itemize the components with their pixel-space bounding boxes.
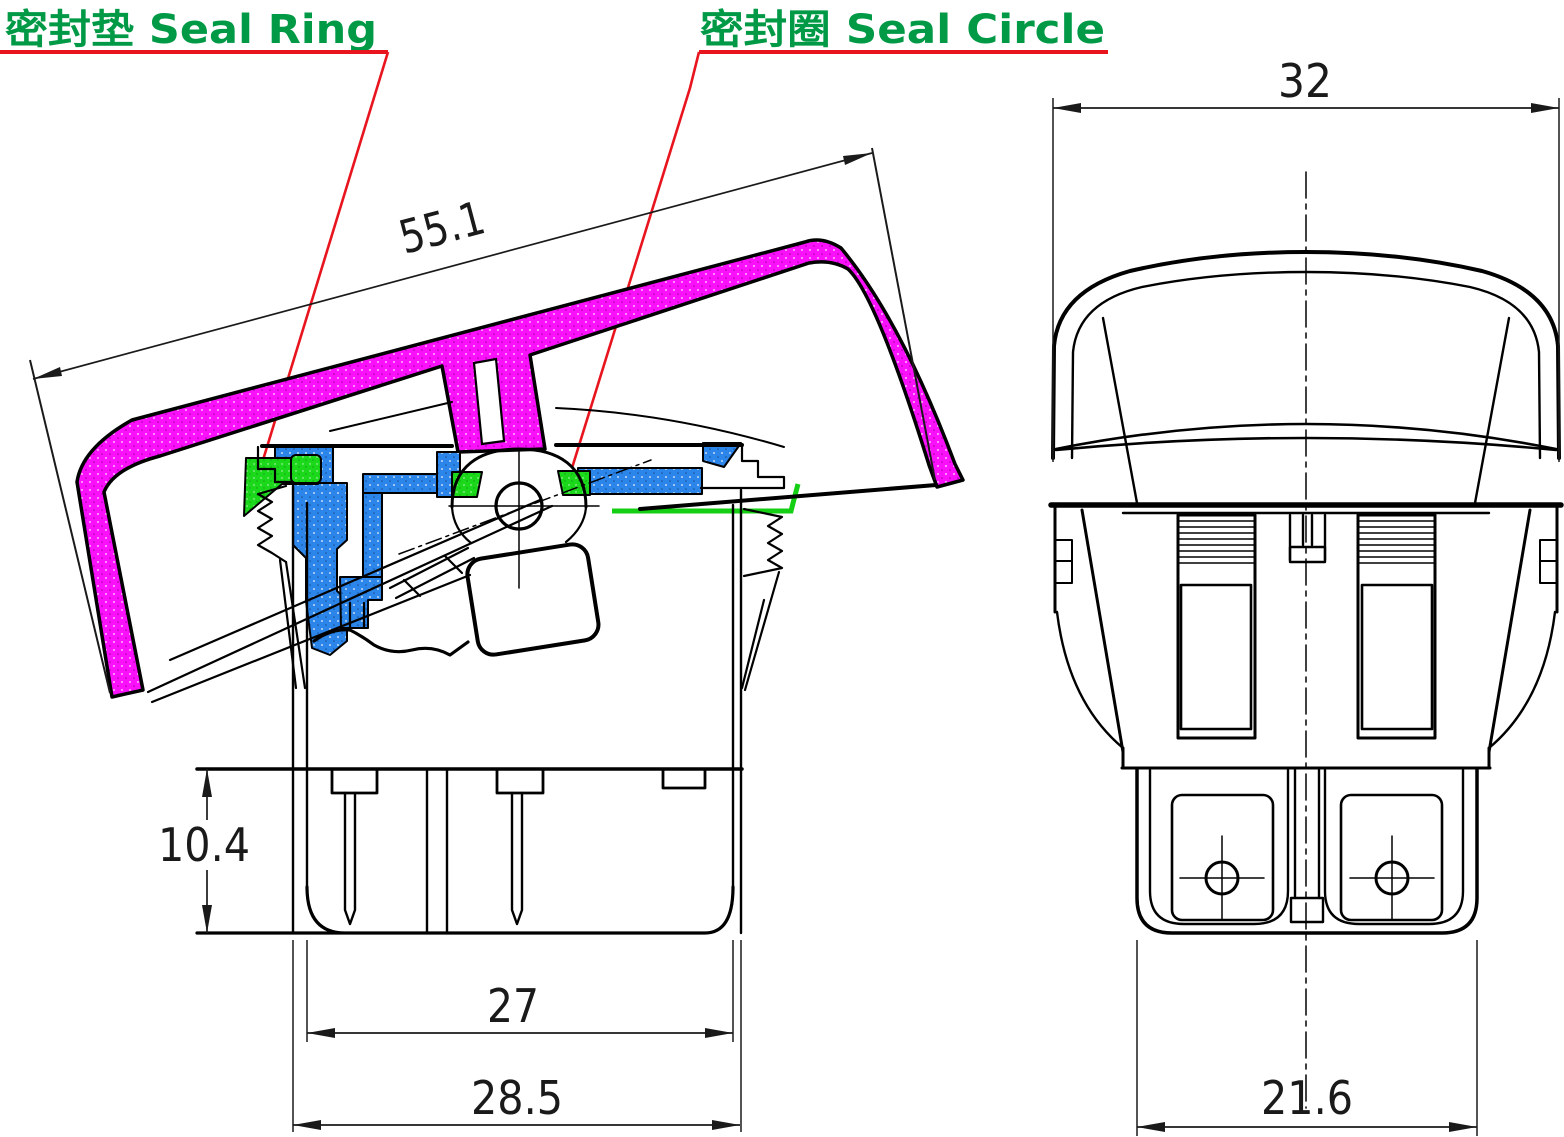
arrowhead bbox=[33, 367, 62, 379]
housing-sections bbox=[274, 442, 742, 656]
wing-tab-left-2 bbox=[1054, 560, 1073, 584]
section-view bbox=[75, 238, 965, 935]
terminal-divider-box bbox=[1289, 896, 1325, 924]
seal-ring-block bbox=[290, 454, 322, 484]
right-clip-teeth bbox=[742, 507, 784, 578]
section-structure bbox=[146, 401, 938, 935]
dimension-value: 28.5 bbox=[471, 1071, 563, 1125]
extension-lines bbox=[292, 940, 742, 1132]
slot-outline bbox=[1356, 513, 1437, 740]
dimension-value: 27 bbox=[487, 979, 539, 1033]
cap-bottom-edge bbox=[638, 483, 938, 511]
dimension-27: 27 bbox=[306, 940, 734, 1042]
terminal-shoulder-2 bbox=[495, 767, 545, 795]
seal-circle-label: 密封圈 Seal Circle bbox=[700, 7, 1105, 53]
dimension-line bbox=[32, 152, 873, 380]
text-mask bbox=[379, 189, 505, 268]
arrowhead bbox=[1137, 1122, 1165, 1132]
ratchet-slot-right bbox=[1356, 513, 1437, 740]
cap-inner-rim bbox=[329, 401, 785, 448]
pivot-crosshair bbox=[448, 451, 600, 589]
extension-line bbox=[871, 147, 936, 481]
extension-lines bbox=[306, 940, 734, 1042]
arrowhead bbox=[202, 905, 212, 933]
terminal-housing bbox=[1135, 768, 1479, 935]
cap-stem-slot bbox=[472, 357, 506, 446]
terminal-cavity-left bbox=[1148, 768, 1290, 926]
cap-face-edges bbox=[1101, 316, 1511, 505]
arrowhead bbox=[1449, 1122, 1477, 1132]
body-walls bbox=[291, 484, 743, 935]
arrowhead bbox=[293, 1120, 321, 1130]
dimension-value: 10.4 bbox=[158, 818, 250, 872]
arrowhead bbox=[712, 1120, 740, 1130]
extension-line bbox=[29, 359, 111, 694]
slot-outline bbox=[1176, 513, 1257, 740]
dimension-21-6: 21.6 bbox=[1136, 940, 1478, 1136]
frame-right-step bbox=[699, 443, 786, 490]
wing-tab-right-1 bbox=[1539, 539, 1558, 562]
front-view bbox=[1048, 171, 1564, 1109]
dimension-value: 55.1 bbox=[393, 190, 490, 264]
slot-teeth bbox=[1357, 520, 1436, 564]
pivot-axis-line bbox=[398, 459, 652, 555]
left-clip-teeth bbox=[256, 484, 288, 564]
slot-inner bbox=[1360, 583, 1434, 731]
cap-far-rim-lines bbox=[146, 498, 554, 704]
terminal-pin-2 bbox=[510, 791, 524, 926]
arrowhead bbox=[1053, 103, 1081, 113]
wing-tab-right-2 bbox=[1539, 560, 1558, 584]
extension-lines bbox=[1136, 940, 1478, 1136]
terminal-shoulder-3 bbox=[661, 767, 707, 790]
screw-hole-crosshairs bbox=[1179, 835, 1435, 921]
arrowhead bbox=[843, 153, 872, 165]
frame-top-line bbox=[260, 443, 744, 448]
callout-labels: 密封垫 Seal Ring 密封圈 Seal Circle bbox=[0, 7, 1108, 469]
extension-lines bbox=[1052, 98, 1560, 462]
center-divider bbox=[425, 767, 449, 935]
spring-linkage bbox=[388, 546, 476, 600]
seal-sections bbox=[243, 454, 591, 517]
rocker-cap-section bbox=[75, 238, 965, 699]
dimension-28-5: 28.5 bbox=[292, 940, 742, 1132]
frame-left-step bbox=[256, 445, 295, 484]
wing-tab-left-1 bbox=[1054, 539, 1073, 562]
arrowhead bbox=[202, 769, 212, 797]
text-mask bbox=[152, 820, 256, 870]
cavity-wavy-line bbox=[312, 628, 470, 657]
arrowhead bbox=[705, 1028, 733, 1038]
center-post-box bbox=[1288, 545, 1327, 564]
body-bottom bbox=[195, 885, 735, 935]
terminal-shoulder-1 bbox=[330, 767, 379, 795]
dimension-10-4: 10.4 bbox=[152, 769, 256, 933]
seal-circle-leader bbox=[570, 51, 701, 469]
terminal-pin-1 bbox=[343, 791, 357, 926]
center-post-lines bbox=[1288, 513, 1327, 562]
terminal-divider-lines bbox=[1293, 768, 1321, 900]
seal-circle-lip-line bbox=[612, 483, 801, 514]
arrowhead bbox=[307, 1028, 335, 1038]
pivot-boss-sides bbox=[450, 505, 588, 545]
arrowhead bbox=[1531, 103, 1559, 113]
terminal-cavity-right bbox=[1323, 768, 1465, 926]
housing-right-band bbox=[577, 467, 703, 495]
center-post bbox=[1288, 513, 1327, 564]
dimension-32: 32 bbox=[1052, 54, 1560, 462]
wing-curves bbox=[1055, 610, 1557, 750]
slot-inner bbox=[1179, 583, 1253, 731]
dimension-value: 21.6 bbox=[1261, 1071, 1353, 1125]
seal-circle-right bbox=[557, 470, 591, 496]
dimension-value: 32 bbox=[1278, 54, 1332, 108]
right-clip-tail bbox=[740, 570, 781, 692]
seal-ring-label: 密封垫 Seal Ring bbox=[5, 7, 377, 53]
body-slant-walls bbox=[1080, 508, 1532, 770]
pivot-boss bbox=[450, 447, 588, 509]
moving-contact-box bbox=[465, 542, 601, 657]
slot-teeth bbox=[1177, 520, 1256, 564]
contact-pillars bbox=[348, 601, 366, 630]
leader-lines bbox=[0, 50, 1108, 469]
ratchet-slot-left bbox=[1176, 513, 1257, 740]
